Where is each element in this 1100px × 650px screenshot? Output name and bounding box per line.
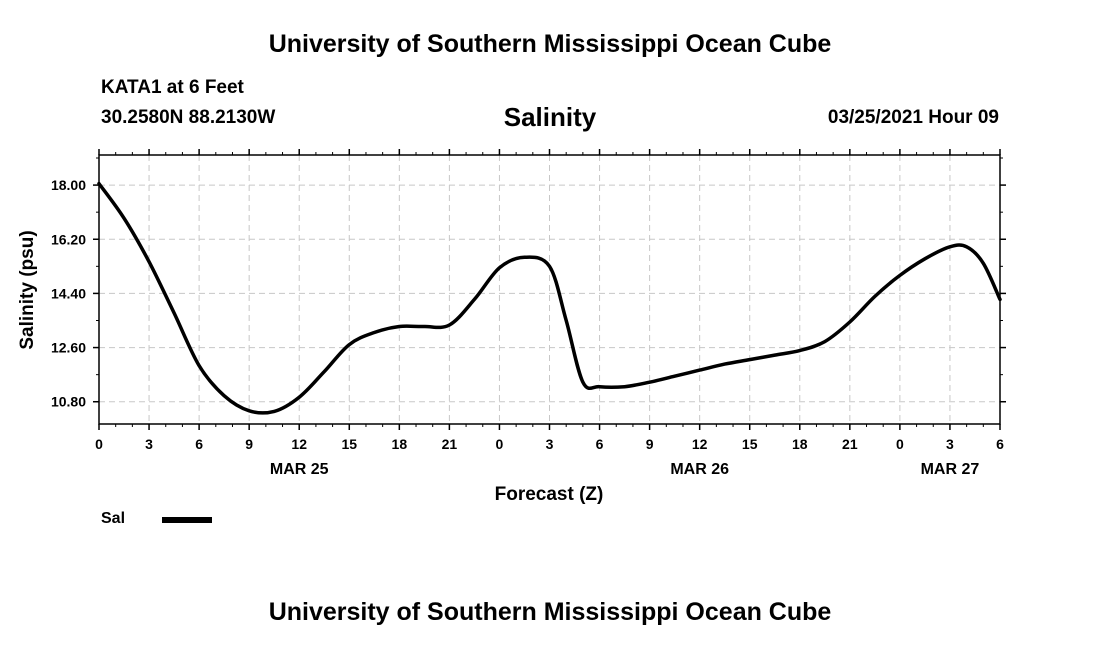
tick-labels: 0 3 6 9 12 15 18 21 0 3 6 9 12 15 18 21 0 3 6 18.00 16.20 14.… bbox=[51, 177, 1004, 478]
x-axis-title: Forecast (Z) bbox=[495, 484, 604, 505]
y-axis-title: Salinity (psu) bbox=[17, 230, 38, 349]
x-tick-label: 18 bbox=[392, 436, 408, 452]
y-tick-label: 14.40 bbox=[51, 285, 86, 301]
y-tick-label: 18.00 bbox=[51, 177, 86, 193]
x-tick-label: 15 bbox=[341, 436, 357, 452]
x-tick-label: 0 bbox=[496, 436, 504, 452]
y-tick-label: 10.80 bbox=[51, 394, 86, 410]
x-tick-label: 9 bbox=[646, 436, 654, 452]
legend-label-sal: Sal bbox=[101, 510, 126, 527]
legend-swatch-sal bbox=[162, 517, 212, 523]
day-label: MAR 25 bbox=[270, 461, 329, 478]
x-tick-label: 21 bbox=[842, 436, 858, 452]
series-line-sal bbox=[97, 181, 1002, 415]
footer-title: University of Southern Mississippi Ocean… bbox=[268, 598, 832, 626]
tick-marks bbox=[93, 149, 1006, 430]
y-tick-label: 16.20 bbox=[51, 231, 86, 247]
station-label: KATA1 at 6 Feet bbox=[101, 77, 244, 98]
y-tick-label: 12.60 bbox=[51, 340, 86, 356]
grid-lines bbox=[99, 155, 1000, 424]
day-label: MAR 27 bbox=[921, 461, 980, 478]
x-tick-label: 12 bbox=[692, 436, 708, 452]
chart-title: University of Southern Mississippi Ocean… bbox=[268, 30, 832, 58]
series-layer bbox=[97, 181, 1002, 415]
forecast-datetime: 03/25/2021 Hour 09 bbox=[827, 107, 999, 128]
x-tick-label: 18 bbox=[792, 436, 808, 452]
x-tick-label: 3 bbox=[546, 436, 554, 452]
x-tick-label: 6 bbox=[596, 436, 604, 452]
x-tick-label: 21 bbox=[442, 436, 458, 452]
x-tick-label: 6 bbox=[195, 436, 203, 452]
x-tick-label: 3 bbox=[145, 436, 153, 452]
day-label: MAR 26 bbox=[670, 461, 729, 478]
station-coordinates: 30.2580N 88.2130W bbox=[101, 107, 276, 128]
variable-title: Salinity bbox=[503, 102, 597, 132]
x-tick-label: 6 bbox=[996, 436, 1004, 452]
x-tick-label: 9 bbox=[245, 436, 253, 452]
x-tick-label: 0 bbox=[95, 436, 103, 452]
x-tick-label: 3 bbox=[946, 436, 954, 452]
x-tick-label: 15 bbox=[742, 436, 758, 452]
x-tick-label: 12 bbox=[291, 436, 307, 452]
x-tick-label: 0 bbox=[896, 436, 904, 452]
